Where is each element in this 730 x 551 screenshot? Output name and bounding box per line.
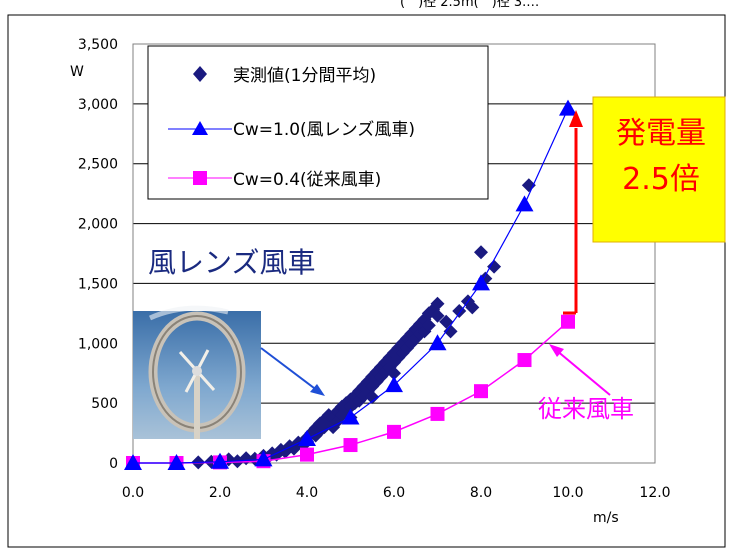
- measured-point: [421, 318, 436, 333]
- conventional-pointer: [555, 349, 611, 396]
- lens-point: [211, 452, 229, 469]
- turbine-photo: [133, 305, 261, 439]
- legend-label-measured: 実測値(1分間平均): [233, 66, 376, 86]
- conventional-point: [387, 424, 401, 439]
- legend-label-conventional: Cw=0.4(従来風車): [233, 170, 381, 190]
- x-tick-label: 10.0: [552, 485, 583, 501]
- y-tick-label: 500: [91, 396, 118, 412]
- lens-point: [254, 450, 273, 467]
- legend-marker-conventional: [193, 171, 207, 185]
- measured-point: [474, 245, 488, 260]
- lens-point: [559, 99, 577, 116]
- conventional-point: [561, 314, 575, 329]
- lens-point: [472, 274, 490, 291]
- callout-line1: 発電量: [616, 116, 706, 151]
- lens-point: [341, 408, 360, 425]
- x-tick-label: 0.0: [122, 485, 144, 501]
- conventional-point: [517, 353, 532, 368]
- lens-point: [515, 195, 534, 212]
- axis-layer: 0 500 1,000 1,500 2,000 2,500 3,000 3,500 0.0 2.0…: [78, 37, 671, 501]
- callout-line2: 2.5倍: [622, 162, 700, 197]
- x-tick-label: 6.0: [383, 485, 405, 501]
- y-tick-label: 1,000: [78, 336, 118, 352]
- header-fragment: ( )径 2.5m( )径 3.…: [400, 0, 539, 10]
- measured-point: [452, 303, 467, 318]
- legend: 実測値(1分間平均) Cw=1.0(風レンズ風車) Cw=0.4(従来風車): [147, 45, 489, 200]
- conventional-point: [430, 406, 445, 421]
- lens-point: [167, 454, 186, 470]
- x-tick-label: 12.0: [639, 485, 670, 501]
- y-tick-label: 1,500: [78, 276, 118, 292]
- legend-label-lens: Cw=1.0(風レンズ風車): [233, 120, 415, 140]
- lens-point: [124, 454, 142, 470]
- lens-turbine-label: 風レンズ風車: [148, 246, 315, 279]
- lens-pointer-arrowhead: [310, 384, 325, 396]
- conventional-point: [474, 384, 488, 399]
- y-tick-label: 3,000: [78, 97, 118, 113]
- measured-point: [443, 324, 458, 339]
- x-tick-label: 2.0: [209, 485, 231, 501]
- lens-label-pointer: [260, 347, 319, 392]
- gain-arrow-head: [569, 110, 583, 127]
- measured-point: [465, 300, 480, 315]
- outer-frame: [7, 14, 726, 548]
- x-tick-label: 4.0: [296, 485, 318, 501]
- measured-point: [521, 178, 536, 193]
- conventional-pointer-arrowhead: [549, 344, 564, 357]
- measured-point: [430, 296, 445, 311]
- conventional-point: [343, 438, 358, 453]
- x-tick-label: 8.0: [470, 485, 492, 501]
- lens-point: [428, 334, 447, 351]
- y-tick-label: 3,500: [78, 37, 118, 53]
- callout-box: [592, 96, 726, 243]
- conventional-turbine-label: 従来風車: [538, 395, 634, 423]
- legend-marker-measured: [193, 66, 207, 82]
- measured-point: [387, 366, 401, 381]
- y-tick-label: 0: [109, 456, 118, 472]
- measured-point: [487, 259, 502, 274]
- lens-point: [298, 430, 316, 447]
- conventional-point: [300, 447, 314, 462]
- x-axis-unit: m/s: [593, 510, 619, 526]
- plot-area-border: [132, 43, 656, 464]
- y-axis-unit: W: [70, 64, 84, 80]
- lens-point: [385, 376, 403, 393]
- y-tick-label: 2,500: [78, 157, 118, 173]
- series-layer: [124, 99, 577, 470]
- measured-point: [365, 390, 380, 405]
- measured-point: [430, 308, 445, 323]
- y-tick-label: 2,000: [78, 217, 118, 233]
- legend-marker-lens: [192, 121, 208, 135]
